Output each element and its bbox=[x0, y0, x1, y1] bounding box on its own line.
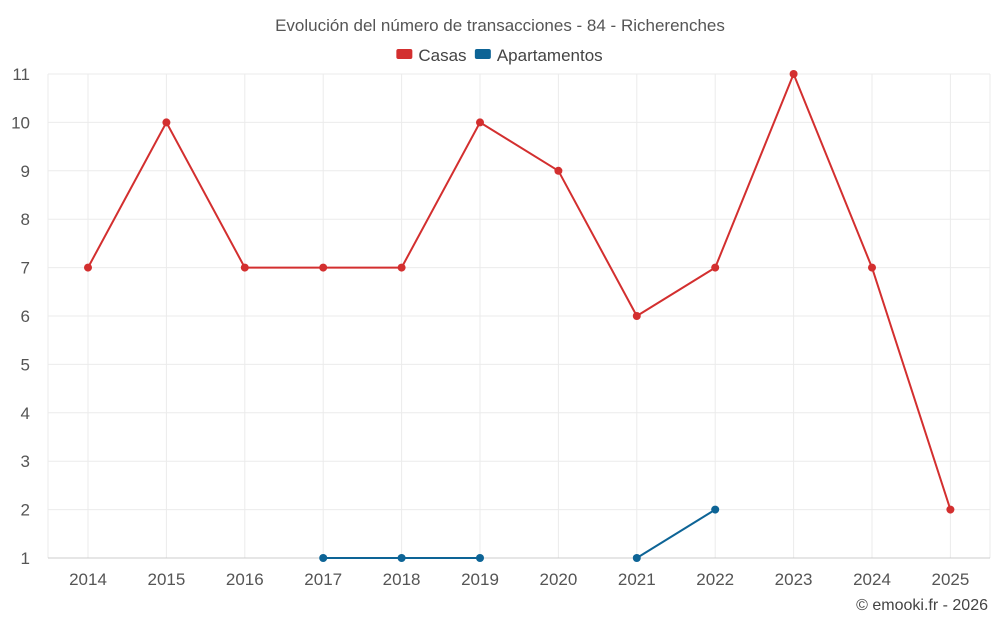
x-tick-label: 2019 bbox=[461, 570, 499, 589]
y-tick-label: 5 bbox=[21, 355, 30, 374]
data-point bbox=[632, 312, 641, 320]
data-point bbox=[319, 554, 328, 562]
legend[interactable]: Casas Apartamentos bbox=[396, 46, 603, 65]
series-layer bbox=[84, 70, 955, 562]
data-point bbox=[554, 166, 563, 175]
series-line bbox=[636, 508, 716, 559]
legend-swatch bbox=[474, 49, 491, 59]
y-tick-label: 6 bbox=[21, 307, 30, 326]
data-point bbox=[476, 118, 484, 127]
x-tick-label: 2022 bbox=[696, 570, 734, 589]
data-point bbox=[711, 505, 720, 514]
data-point bbox=[319, 263, 328, 272]
y-tick-label: 11 bbox=[12, 65, 30, 84]
x-tick-label: 2020 bbox=[539, 570, 577, 589]
series-apartamentos bbox=[319, 505, 720, 562]
legend-item-apartamentos[interactable]: Apartamentos bbox=[474, 46, 603, 65]
series-line bbox=[87, 73, 952, 510]
legend-label: Casas bbox=[418, 46, 466, 65]
data-point bbox=[868, 263, 876, 272]
x-tick-label: 2015 bbox=[147, 570, 185, 589]
chart-title: Evolución del número de transacciones - … bbox=[275, 16, 725, 35]
data-point bbox=[397, 263, 406, 272]
y-tick-label: 3 bbox=[21, 452, 30, 471]
x-tick-label: 2018 bbox=[383, 570, 421, 589]
series-casas bbox=[84, 70, 955, 514]
y-tick-label: 10 bbox=[11, 113, 30, 132]
credit-text: © emooki.fr - 2026 bbox=[856, 597, 988, 614]
y-gridlines bbox=[48, 73, 990, 511]
y-tick-label: 1 bbox=[21, 549, 30, 568]
data-point bbox=[711, 263, 720, 272]
x-tick-label: 2021 bbox=[618, 570, 656, 589]
x-tick-label: 2023 bbox=[775, 570, 813, 589]
data-point bbox=[789, 70, 798, 78]
y-tick-label: 2 bbox=[21, 501, 30, 520]
x-tick-label: 2014 bbox=[69, 570, 107, 589]
data-point bbox=[476, 554, 484, 562]
x-tick-label: 2024 bbox=[853, 570, 891, 589]
legend-label: Apartamentos bbox=[497, 46, 603, 65]
data-point bbox=[162, 118, 171, 127]
x-tick-label: 2016 bbox=[226, 570, 264, 589]
y-tick-label: 4 bbox=[21, 404, 30, 423]
y-tick-label: 8 bbox=[21, 210, 30, 229]
x-tick-label: 2025 bbox=[931, 570, 969, 589]
data-point bbox=[946, 505, 955, 514]
data-point bbox=[84, 263, 92, 272]
x-tick-label: 2017 bbox=[304, 570, 342, 589]
x-axis-ticks: 2014 2015 2016 2017 2018 2019 2020 2021 2022 2023… bbox=[69, 570, 969, 589]
legend-swatch bbox=[396, 49, 413, 59]
y-tick-label: 9 bbox=[21, 162, 30, 181]
data-point bbox=[397, 554, 406, 562]
y-tick-label: 7 bbox=[21, 259, 30, 278]
legend-item-casas[interactable]: Casas bbox=[396, 46, 467, 65]
data-point bbox=[240, 263, 249, 272]
y-axis-ticks: 1 2 3 4 5 6 7 8 9 10 11 bbox=[11, 65, 30, 568]
data-point bbox=[632, 554, 641, 562]
